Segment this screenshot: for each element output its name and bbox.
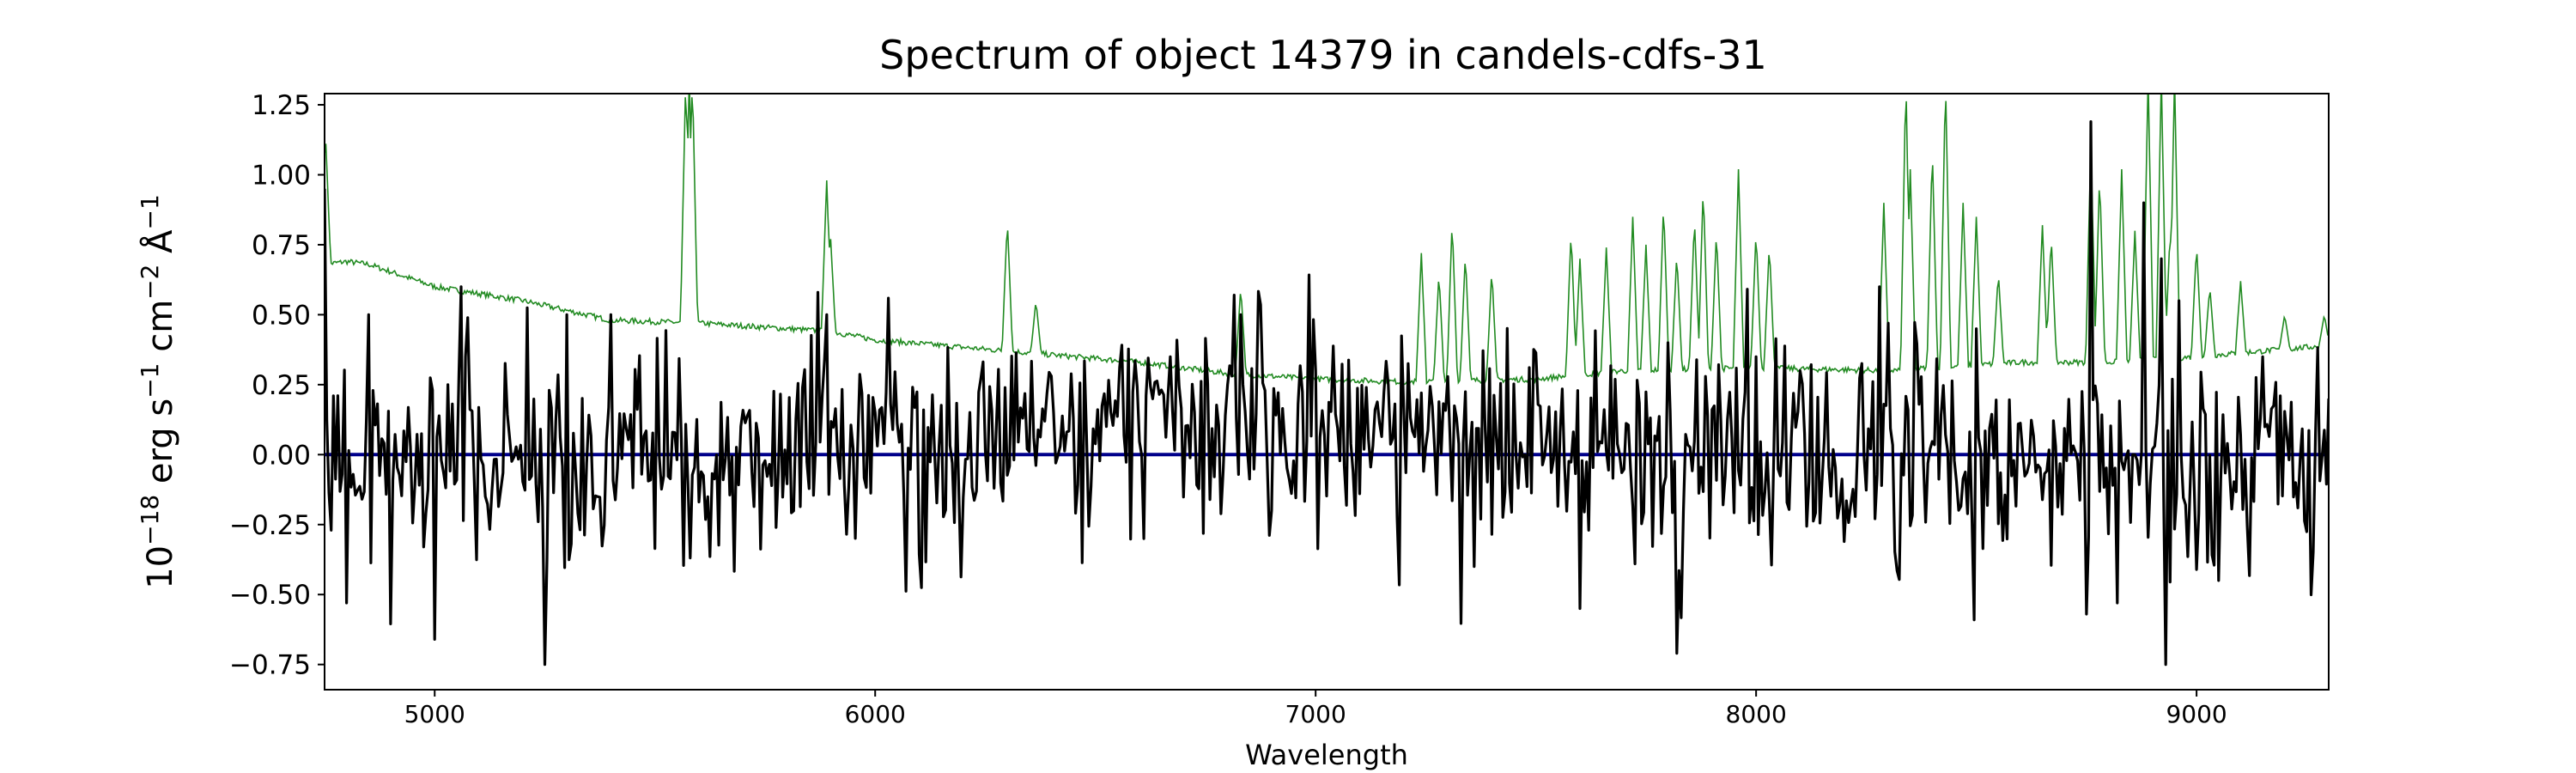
y-axis-label: 10−18 erg s−1 cm−2 Å−1 (136, 194, 180, 589)
x-axis-label: Wavelength (1245, 739, 1408, 771)
chart-title: Spectrum of object 14379 in candels-cdfs… (879, 32, 1767, 78)
y-tick-label: 0.75 (252, 230, 311, 261)
plot-area (324, 93, 2330, 691)
y-tick-label: 1.25 (252, 90, 311, 121)
plot-frame (324, 93, 2330, 691)
x-tick-label: 8000 (1726, 700, 1787, 728)
error-spectrum-line (325, 94, 2329, 386)
y-tick-label: 0.00 (252, 440, 311, 471)
y-tick-label: −0.75 (229, 650, 311, 681)
y-tick-label: −0.25 (229, 510, 311, 541)
y-axis: −0.75 −0.50 −0.25 0.00 0.25 0.50 0.75 1.00 1.25 (229, 90, 325, 681)
flux-spectrum-line (325, 120, 2329, 666)
x-tick-label: 9000 (2166, 700, 2227, 728)
y-tick-label: 0.25 (252, 370, 311, 401)
y-tick-label: 0.50 (252, 300, 311, 331)
y-tick-label: −0.50 (229, 580, 311, 611)
x-tick-label: 5000 (404, 700, 465, 728)
x-axis: 5000 6000 7000 8000 9000 (404, 690, 2227, 728)
x-tick-label: 6000 (845, 700, 906, 728)
x-tick-label: 7000 (1285, 700, 1346, 728)
y-tick-label: 1.00 (252, 160, 311, 191)
